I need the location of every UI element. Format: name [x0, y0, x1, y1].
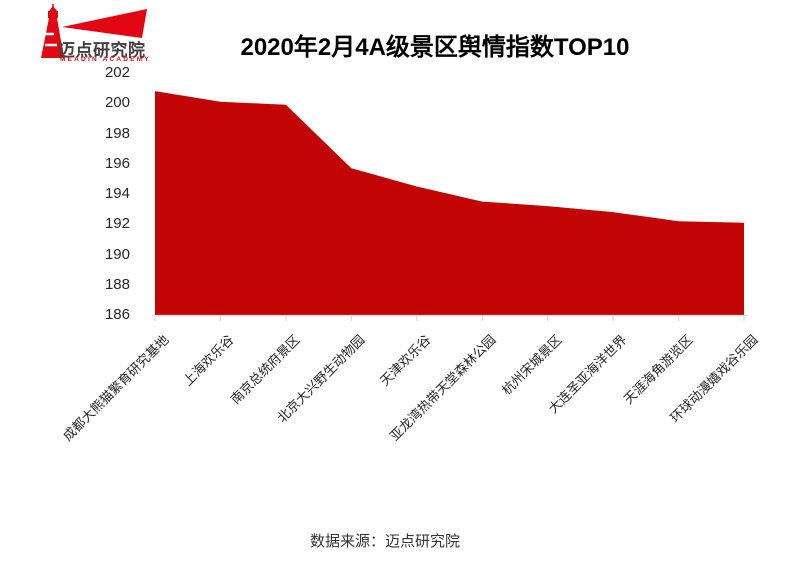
y-tick-label: 196 [104, 154, 130, 172]
lighthouse-icon [41, 4, 147, 58]
logo-name: 迈点研究院 [58, 41, 146, 60]
logo-subtext: MEADIN ACADEMY [60, 56, 151, 63]
y-tick-label: 194 [104, 185, 130, 202]
data-source: 数据来源：迈点研究院 [309, 533, 460, 550]
logo: 迈点研究院 MEADIN ACADEMY [28, 3, 163, 67]
y-tick-label: 198 [104, 124, 130, 142]
y-tick-label: 202 [104, 64, 130, 81]
y-tick-label: 190 [104, 245, 130, 263]
y-tick-label: 200 [104, 94, 130, 112]
chart-title: 2020年2月4A级景区舆情指数TOP10 [240, 34, 630, 61]
y-tick-label: 188 [104, 275, 130, 293]
y-tick-label: 186 [104, 306, 130, 323]
y-tick-label: 192 [104, 215, 130, 233]
area-series [155, 91, 744, 316]
